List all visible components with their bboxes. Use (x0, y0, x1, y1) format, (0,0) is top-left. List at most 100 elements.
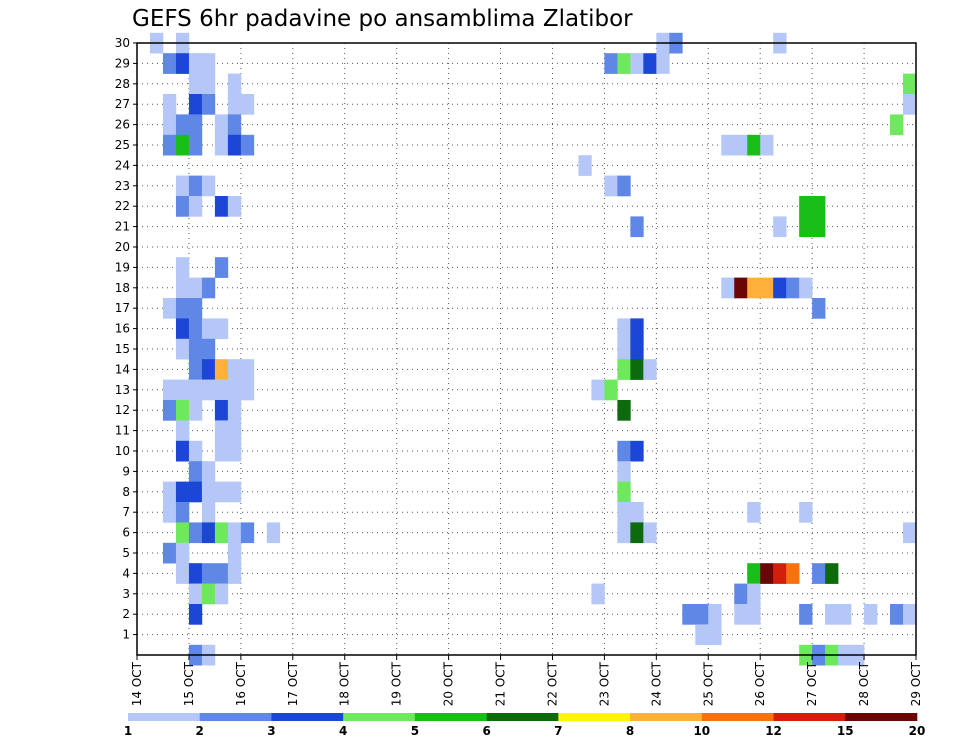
legend-color-swatch (773, 713, 846, 721)
heatmap-cell (227, 440, 242, 462)
heatmap-cell (734, 277, 748, 299)
heatmap-cell (708, 624, 722, 646)
heatmap-cell (604, 175, 618, 197)
heatmap-cell (734, 604, 748, 625)
y-tick-label: 22 (115, 199, 130, 213)
heatmap-cell (188, 94, 203, 115)
heatmap-cell (227, 542, 242, 564)
heatmap-cell (240, 134, 255, 156)
heatmap-cell (214, 134, 229, 156)
heatmap-cell (201, 502, 216, 523)
x-tick-label: 15 OCT (182, 661, 196, 706)
y-tick-label: 11 (115, 424, 130, 438)
heatmap-cell (227, 400, 242, 421)
heatmap-cell (799, 216, 813, 238)
heatmap-cell (747, 583, 761, 605)
heatmap-cell (188, 359, 203, 380)
heatmap-cell (201, 53, 216, 74)
heatmap-cell (188, 522, 203, 544)
heatmap-cell (214, 318, 229, 340)
heatmap-cell (227, 522, 242, 544)
heatmap-cell (617, 359, 631, 380)
heatmap-cell (825, 563, 839, 584)
heatmap-cell (162, 53, 177, 74)
heatmap-cell (201, 522, 216, 544)
heatmap-cell (201, 461, 216, 482)
heatmap-cell (799, 604, 813, 625)
heatmap-cell (578, 155, 592, 176)
heatmap-cell (214, 359, 229, 380)
y-tick-label: 24 (115, 158, 130, 172)
heatmap-cell (214, 522, 229, 544)
heatmap-cell (188, 114, 203, 136)
heatmap-cell (214, 257, 229, 278)
x-tick-label: 14 OCT (130, 661, 144, 706)
x-tick-label: 29 OCT (909, 661, 923, 706)
heatmap-cell (214, 196, 229, 217)
legend-label: 6 (482, 724, 490, 738)
heatmap-cell (903, 73, 917, 95)
heatmap-cell (799, 196, 813, 217)
heatmap-cell (201, 94, 216, 115)
heatmap-cell (201, 318, 216, 340)
heatmap-cell (812, 298, 826, 319)
heatmap-cell (227, 73, 242, 95)
heatmap-cell (747, 604, 761, 625)
heatmap-cell (747, 563, 761, 584)
heatmap-cell (695, 624, 709, 646)
heatmap-cell (643, 53, 657, 74)
heatmap-cell (201, 583, 216, 605)
heatmap-cell (214, 563, 229, 584)
heatmap-cell (708, 604, 722, 625)
heatmap-cell (227, 114, 242, 136)
x-tick-label: 17 OCT (286, 661, 300, 706)
x-tick-label: 16 OCT (234, 661, 248, 706)
heatmap-cell (175, 257, 190, 278)
heatmap-cell (201, 359, 216, 380)
y-tick-label: 29 (115, 56, 130, 70)
heatmap-cell (747, 134, 761, 156)
heatmap-cell (760, 563, 774, 584)
heatmap-cell (201, 73, 216, 95)
heatmap-cell (604, 53, 618, 74)
heatmap-cell (630, 502, 644, 523)
heatmap-cell (773, 277, 787, 299)
x-tick-label: 27 OCT (805, 661, 819, 706)
y-tick-label: 1 (122, 628, 130, 642)
heatmap-cell (721, 277, 735, 299)
legend-color-swatch (128, 713, 201, 721)
heatmap-cell (188, 73, 203, 95)
heatmap-cell (188, 563, 203, 584)
heatmap-cell (617, 440, 631, 462)
heatmap-cell (773, 563, 787, 584)
heatmap-cell (175, 338, 190, 360)
heatmap-cell (175, 563, 190, 584)
legend-label: 1 (124, 724, 132, 738)
x-axis-ticks: 14 OCT 15 OCT 16 OCT 17 OCT 18 OCT 19 OCT 20 O… (130, 655, 923, 706)
heatmap-cell (825, 604, 839, 625)
x-tick-label: 28 OCT (857, 661, 871, 706)
heatmap-cell (903, 522, 917, 544)
heatmap-cell (175, 440, 190, 462)
heatmap-cell (227, 196, 242, 217)
heatmap-cell (266, 522, 281, 544)
heatmap-cell (162, 502, 177, 523)
heatmap-cell (188, 338, 203, 360)
heatmap-cell (643, 359, 657, 380)
heatmap-cell (227, 481, 242, 503)
heatmap-cell (162, 298, 177, 319)
heatmap-cell (240, 379, 255, 401)
y-tick-label: 5 (122, 546, 130, 560)
heatmap-cell (734, 583, 748, 605)
heatmap-cell (695, 604, 709, 625)
heatmap-cell (188, 53, 203, 74)
heatmap-cell (201, 481, 216, 503)
x-tick-label: 19 OCT (390, 661, 404, 706)
heatmap-cell (682, 604, 696, 625)
y-tick-label: 9 (122, 464, 130, 478)
heatmap-cell (630, 216, 644, 238)
heatmap-cell (175, 379, 190, 401)
heatmap-cell (175, 114, 190, 136)
y-tick-label: 8 (122, 485, 130, 499)
